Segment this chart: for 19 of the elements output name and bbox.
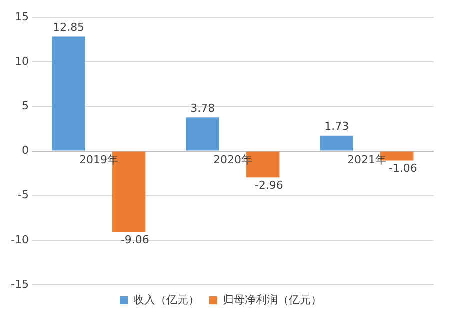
data-label: -1.06 — [388, 162, 418, 176]
y-tick-label: -10 — [11, 233, 29, 246]
y-tick-label: 0 — [22, 144, 29, 158]
x-tick-label: 2021年 — [347, 154, 386, 167]
legend-label: 收入（亿元） — [134, 293, 200, 306]
y-tick-label: 10 — [14, 55, 29, 68]
bar — [320, 136, 354, 151]
y-tick-label: 15 — [14, 10, 29, 24]
bar — [52, 36, 86, 151]
y-tick-label: -5 — [18, 188, 29, 202]
data-label: 1.73 — [324, 120, 350, 134]
data-label: -2.96 — [254, 179, 284, 192]
y-tick-label: -15 — [11, 278, 29, 291]
data-label: 3.78 — [190, 102, 216, 115]
bar — [186, 118, 220, 151]
y-tick-label: 5 — [22, 100, 29, 113]
data-label: -9.06 — [120, 233, 150, 246]
legend-label: 归母净利润（亿元） — [223, 293, 322, 306]
data-label: 12.85 — [53, 21, 85, 34]
